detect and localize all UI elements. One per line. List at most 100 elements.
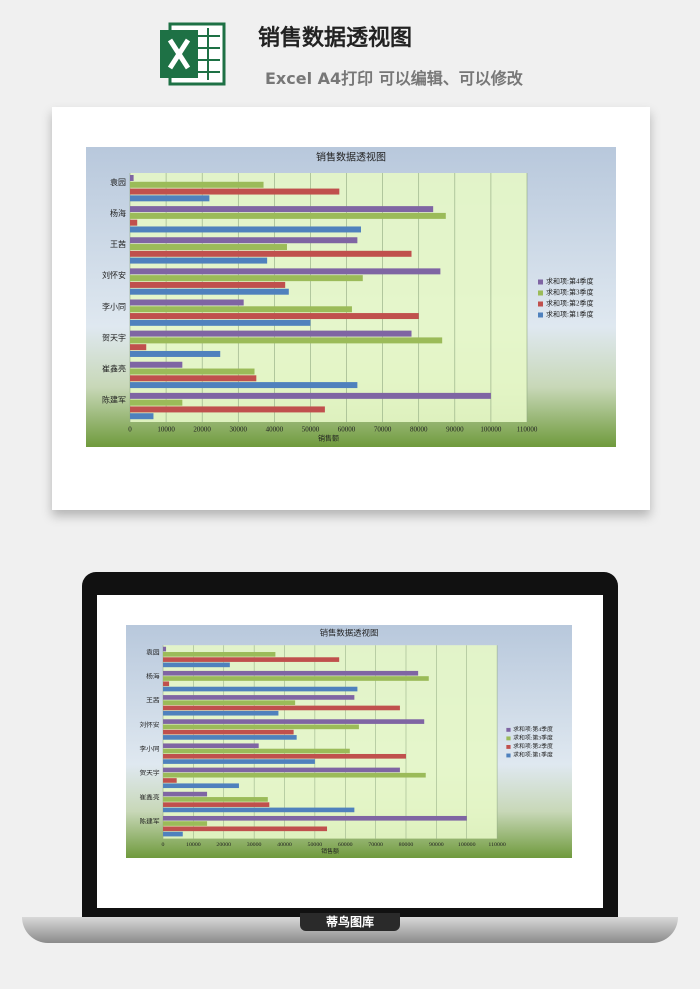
- y-tick-label: 刘怀安: [139, 720, 160, 729]
- legend-swatch: [506, 736, 511, 741]
- bar: [163, 705, 400, 711]
- legend-label: 求和项:第1季度: [546, 310, 593, 319]
- legend-label: 求和项:第2季度: [546, 299, 593, 308]
- bar: [163, 676, 429, 681]
- bar: [130, 382, 358, 389]
- bar: [130, 299, 244, 306]
- bar: [130, 406, 325, 413]
- bar: [130, 368, 255, 375]
- legend-swatch: [538, 279, 543, 285]
- x-tick-label: 60000: [338, 842, 353, 848]
- x-tick-label: 20000: [193, 426, 211, 434]
- bar: [163, 735, 297, 740]
- x-axis-label: 销售额: [321, 847, 339, 855]
- y-tick-label: 袁园: [146, 648, 159, 657]
- bar: [130, 195, 210, 202]
- x-tick-label: 0: [128, 426, 132, 434]
- bar: [130, 350, 221, 357]
- bar: [130, 361, 183, 368]
- bar: [130, 175, 134, 181]
- y-tick-label: 崔鑫亮: [102, 364, 126, 374]
- bar: [163, 729, 294, 735]
- bar: [163, 826, 328, 832]
- bar: [130, 219, 138, 226]
- bar: [163, 743, 259, 749]
- bar: [163, 783, 239, 789]
- bar: [163, 686, 358, 692]
- bar: [130, 268, 441, 275]
- bar: [130, 237, 358, 244]
- bar: [163, 700, 296, 706]
- bar: [163, 657, 340, 662]
- legend-label: 求和项:第1季度: [513, 751, 553, 759]
- x-tick-label: 30000: [247, 842, 262, 848]
- y-tick-label: 李小同: [139, 744, 159, 753]
- bar: [163, 802, 270, 807]
- bar: [130, 188, 340, 195]
- bar: [130, 226, 361, 233]
- x-tick-label: 110000: [488, 842, 506, 848]
- bar: [130, 375, 257, 382]
- y-tick-label: 陈建军: [139, 817, 160, 826]
- x-tick-label: 10000: [157, 426, 175, 434]
- bar: [163, 772, 426, 778]
- bar: [163, 646, 167, 652]
- legend-swatch: [538, 301, 543, 307]
- chart-title: 销售数据透视图: [320, 628, 379, 638]
- bar: [130, 181, 264, 188]
- excel-icon: [160, 22, 226, 86]
- legend-label: 求和项:第3季度: [513, 734, 553, 742]
- bar: [130, 281, 286, 288]
- y-tick-label: 李小同: [102, 301, 126, 311]
- bar: [163, 767, 400, 773]
- x-tick-label: 50000: [302, 426, 320, 434]
- x-tick-label: 90000: [429, 842, 444, 848]
- bar: [130, 275, 363, 282]
- bar: [130, 244, 287, 251]
- bar: [163, 662, 230, 668]
- bar: [130, 399, 183, 406]
- chart: 销售数据透视图 0 10000 20000 30000 40000 50000 60000 70…: [86, 147, 616, 447]
- y-tick-label: 刘怀安: [102, 270, 126, 280]
- x-tick-label: 30000: [230, 426, 248, 434]
- bar: [130, 288, 289, 295]
- x-tick-label: 70000: [374, 426, 392, 434]
- y-tick-label: 贺天宇: [139, 769, 160, 778]
- legend-swatch: [538, 290, 543, 296]
- chart: 销售数据透视图 0 10000 20000 30000 40000 50000 60000 70…: [126, 625, 572, 858]
- y-tick-label: 王茜: [146, 696, 160, 705]
- bar: [130, 337, 443, 344]
- x-tick-label: 0: [162, 842, 165, 848]
- x-tick-label: 80000: [399, 842, 414, 848]
- bar: [163, 815, 467, 821]
- chart-title: 销售数据透视图: [316, 150, 386, 163]
- bar: [163, 710, 279, 716]
- bar: [163, 753, 406, 759]
- x-tick-label: 20000: [216, 842, 231, 848]
- bar: [130, 313, 419, 320]
- legend-swatch: [506, 744, 511, 749]
- y-tick-label: 王茜: [110, 239, 126, 249]
- x-tick-label: 70000: [368, 842, 383, 848]
- bar: [163, 719, 425, 724]
- bar: [163, 695, 355, 700]
- x-tick-label: 90000: [446, 426, 464, 434]
- legend-label: 求和项:第3季度: [546, 288, 593, 297]
- bar: [163, 778, 177, 783]
- x-tick-label: 100000: [458, 842, 476, 848]
- y-tick-label: 袁园: [110, 177, 126, 187]
- bar: [163, 681, 170, 687]
- bar: [163, 652, 276, 657]
- bar: [163, 797, 268, 802]
- bar: [130, 250, 412, 257]
- brand: 蒂鸟图库: [300, 913, 400, 931]
- bar: [163, 791, 208, 797]
- bar: [130, 257, 268, 264]
- bar: [163, 807, 355, 813]
- x-tick-label: 110000: [517, 426, 538, 434]
- y-tick-label: 杨海: [146, 672, 160, 681]
- bar: [130, 392, 491, 399]
- x-tick-label: 40000: [277, 842, 292, 848]
